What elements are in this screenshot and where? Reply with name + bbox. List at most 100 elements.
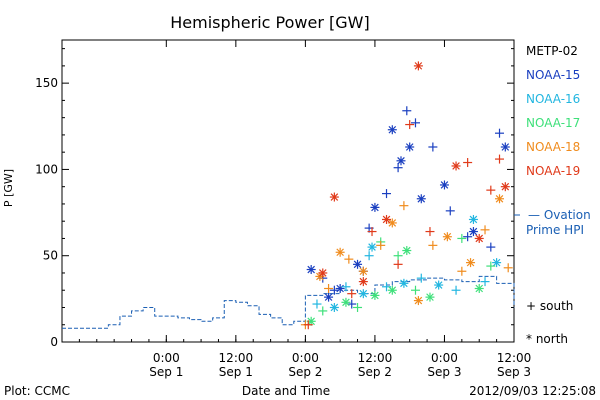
south-marker-noaa-17 xyxy=(457,233,467,243)
north-marker-noaa-16 xyxy=(358,289,368,299)
south-marker-noaa-15 xyxy=(445,206,455,216)
north-marker-noaa-15 xyxy=(416,194,426,204)
north-marker-noaa-15 xyxy=(439,180,449,190)
north-marker-noaa-16 xyxy=(367,242,377,252)
marker-stroke xyxy=(353,260,362,269)
north-marker-noaa-15 xyxy=(405,142,415,152)
marker-stroke xyxy=(368,243,376,251)
legend: METP-02 NOAA-15 NOAA-16 NOAA-17 NOAA-18 NOAA-… xyxy=(514,44,580,216)
south-marker-noaa-19 xyxy=(495,154,505,164)
legend-entry-noaa-15: NOAA-15 xyxy=(526,68,580,82)
x-tick-label-time: 12:00 xyxy=(358,351,393,365)
north-marker-noaa-15 xyxy=(468,227,478,237)
north-marker-noaa-18 xyxy=(335,247,345,257)
north-marker-noaa-17 xyxy=(402,246,412,256)
south-marker-noaa-18 xyxy=(457,266,467,276)
north-marker-noaa-17 xyxy=(370,290,380,300)
legend-entry-noaa-16: NOAA-16 xyxy=(526,92,580,106)
x-tick-label-date: Sep 1 xyxy=(219,365,253,379)
south-marker-noaa-16 xyxy=(312,299,322,309)
south-marker-noaa-15 xyxy=(329,285,339,295)
marker-stroke xyxy=(414,296,423,305)
marker-stroke xyxy=(434,281,443,289)
south-marker-noaa-16 xyxy=(480,277,490,287)
north-marker-noaa-15 xyxy=(500,142,510,152)
marker-stroke xyxy=(475,234,484,243)
north-marker-noaa-16 xyxy=(434,280,444,290)
north-marker-noaa-19 xyxy=(413,61,423,71)
south-marker-noaa-16 xyxy=(341,282,351,292)
south-marker-noaa-19 xyxy=(393,259,403,269)
south-marker-noaa-15 xyxy=(463,232,473,242)
south-marker-noaa-19 xyxy=(367,227,377,237)
x-tick-label-date: Sep 1 xyxy=(149,365,183,379)
legend-ovation-label-1: — Ovation xyxy=(528,208,591,222)
south-marker-noaa-18 xyxy=(480,225,490,235)
north-marker-noaa-19 xyxy=(358,277,368,287)
ovation-hpi-line xyxy=(62,275,515,329)
north-marker-noaa-16 xyxy=(399,278,409,288)
marker-stroke xyxy=(469,227,478,236)
legend-north-label: * north xyxy=(526,332,568,346)
y-tick-label: 100 xyxy=(35,162,58,176)
marker-stroke xyxy=(371,203,379,212)
north-marker-noaa-17 xyxy=(474,284,484,294)
south-marker-noaa-19 xyxy=(347,289,357,299)
marker-stroke xyxy=(469,215,478,224)
north-marker-noaa-19 xyxy=(318,268,328,278)
south-marker-noaa-18 xyxy=(399,201,409,211)
marker-stroke xyxy=(397,157,405,165)
marker-stroke xyxy=(359,277,368,286)
north-marker-noaa-18 xyxy=(413,296,423,306)
north-marker-noaa-16 xyxy=(468,214,478,224)
x-tick-label-time: 0:00 xyxy=(153,351,180,365)
marker-stroke xyxy=(405,143,414,151)
marker-stroke xyxy=(330,303,339,312)
plot-frame xyxy=(61,39,515,343)
marker-stroke xyxy=(388,286,397,295)
north-marker-noaa-15 xyxy=(306,265,316,275)
x-axis-label: Date and Time xyxy=(242,384,330,398)
x-tick-label-time: 12:00 xyxy=(497,351,532,365)
south-marker-noaa-18 xyxy=(503,263,513,273)
marker-stroke xyxy=(495,194,504,203)
south-marker-noaa-19 xyxy=(405,120,415,130)
x-tick-label-date: Sep 3 xyxy=(497,365,531,379)
north-marker-noaa-18 xyxy=(495,194,505,204)
marker-stroke xyxy=(452,162,460,170)
north-marker-noaa-17 xyxy=(387,285,397,295)
legend-ovation-label-2: Prime HPI xyxy=(526,223,584,237)
marker-stroke xyxy=(388,219,397,227)
north-marker-noaa-19 xyxy=(382,214,392,224)
south-marker-noaa-15 xyxy=(486,242,496,252)
south-marker-noaa-15 xyxy=(410,118,420,128)
marker-stroke xyxy=(501,143,510,151)
north-marker-noaa-15 xyxy=(396,156,406,166)
south-marker-noaa-15 xyxy=(382,189,392,199)
footer-plot-label: Plot: CCMC xyxy=(4,384,70,398)
south-marker-noaa-19 xyxy=(463,158,473,168)
footer-timestamp: 2012/09/03 12:25:08 xyxy=(469,384,596,398)
south-marker-noaa-17 xyxy=(393,251,403,261)
chart-title: Hemispheric Power [GW] xyxy=(170,13,369,32)
marker-stroke xyxy=(336,248,344,257)
marker-stroke xyxy=(417,194,426,203)
marker-stroke xyxy=(443,232,452,241)
south-marker-noaa-19 xyxy=(425,227,435,237)
x-tick-label-time: 0:00 xyxy=(431,351,458,365)
marker-stroke xyxy=(318,269,327,277)
south-marker-noaa-19 xyxy=(486,185,496,195)
north-marker-noaa-15 xyxy=(387,125,397,135)
south-marker-noaa-18 xyxy=(376,240,386,250)
legend-entry-noaa-17: NOAA-17 xyxy=(526,116,580,130)
marker-stroke xyxy=(342,298,350,307)
south-marker-noaa-17 xyxy=(410,285,420,295)
north-marker-noaa-15 xyxy=(353,259,363,269)
marker-stroke xyxy=(359,267,368,276)
north-marker-noaa-16 xyxy=(329,302,339,312)
north-marker-noaa-15 xyxy=(324,292,334,302)
legend-entry-noaa-18: NOAA-18 xyxy=(526,140,580,154)
north-marker-noaa-18 xyxy=(466,258,476,268)
north-marker-noaa-19 xyxy=(500,182,510,192)
